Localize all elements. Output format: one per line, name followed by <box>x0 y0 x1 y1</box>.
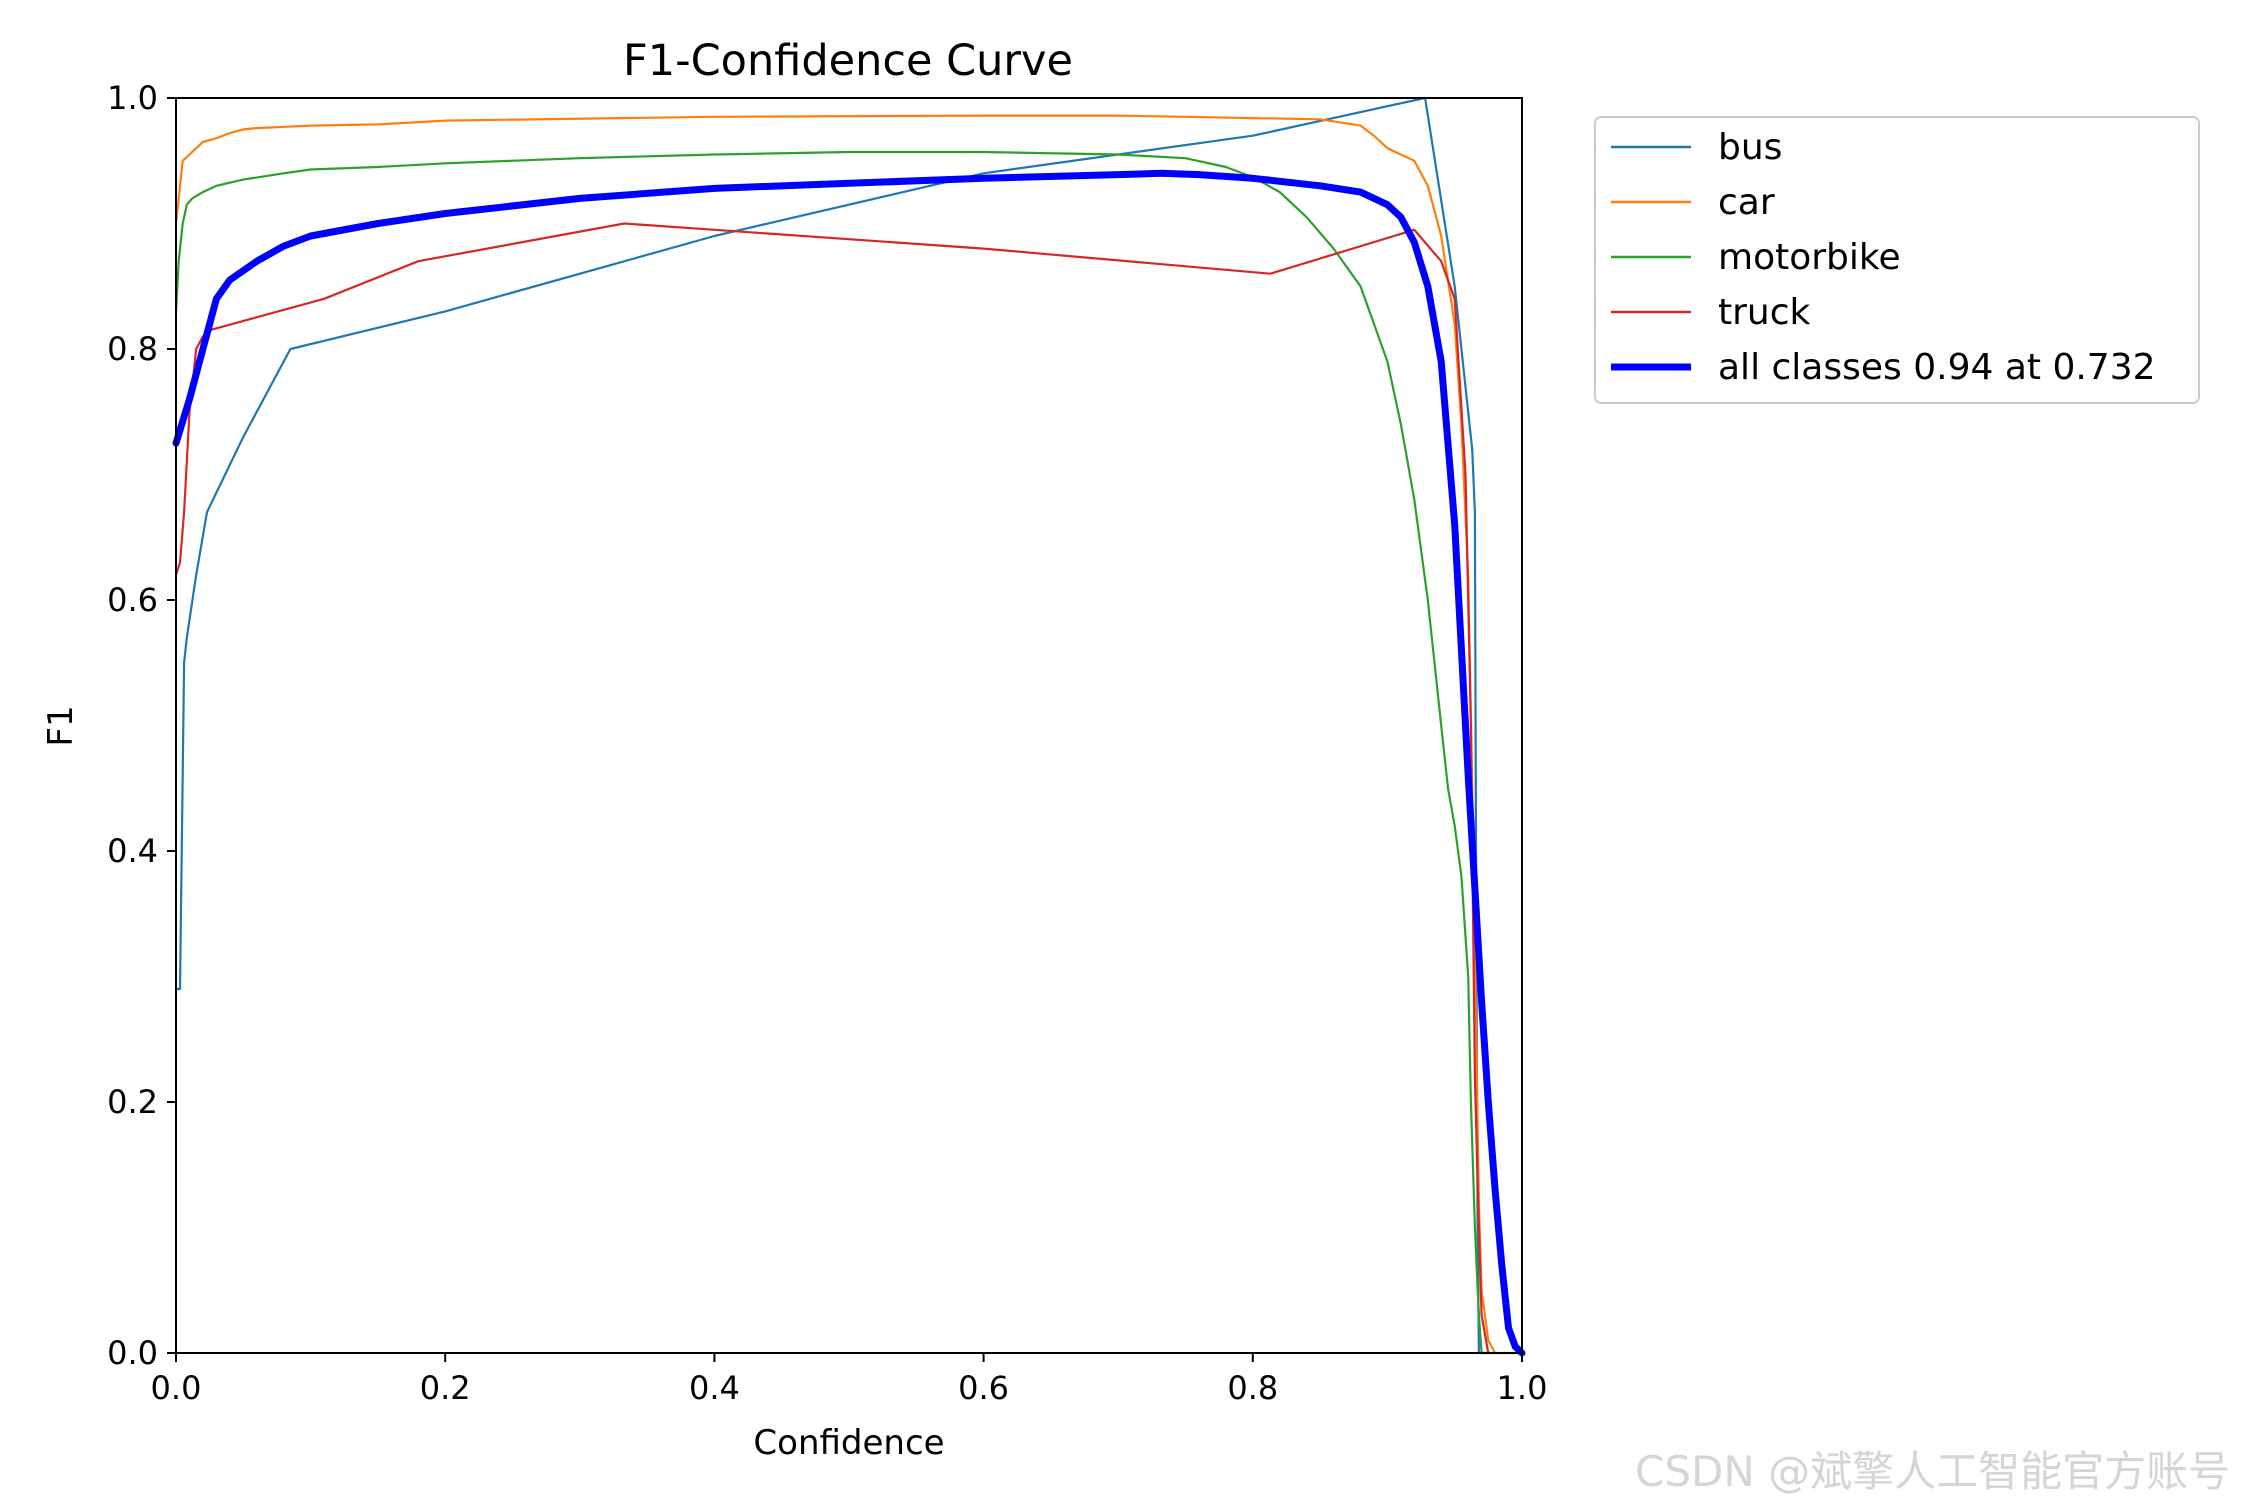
x-tick-label: 0.4 <box>689 1369 740 1407</box>
legend-label-truck: truck <box>1718 292 1811 333</box>
y-tick-label: 0.0 <box>107 1334 158 1372</box>
watermark-text: CSDN @斌擎人工智能官方账号 <box>1635 1447 2231 1496</box>
x-tick-label: 0.0 <box>151 1369 202 1407</box>
legend-label-car: car <box>1718 182 1775 223</box>
plot-lines <box>172 96 1526 1357</box>
x-tick-label: 1.0 <box>1497 1369 1548 1407</box>
legend-label-motorbike: motorbike <box>1718 237 1901 278</box>
plot-frame <box>175 97 1523 1354</box>
y-tick-label: 0.4 <box>107 832 158 870</box>
series-line-motorbike <box>174 150 1490 1355</box>
x-axis-ticks: 0.0 0.2 0.4 0.6 0.8 1.0 <box>151 1353 1548 1407</box>
y-axis-label: F1 <box>41 705 81 746</box>
series-line-bus <box>174 96 1497 1355</box>
y-axis-ticks: 0.0 0.2 0.4 0.6 0.8 1.0 <box>107 79 176 1372</box>
y-tick-label: 0.2 <box>107 1083 158 1121</box>
x-tick-label: 0.8 <box>1227 1369 1278 1407</box>
x-tick-label: 0.2 <box>420 1369 471 1407</box>
legend-box <box>1594 116 2200 404</box>
series-line-all-classes <box>172 169 1526 1357</box>
y-tick-label: 0.6 <box>107 581 158 619</box>
legend-label-all-classes: all classes 0.94 at 0.732 <box>1718 347 2156 388</box>
series-line-truck <box>174 222 1490 1355</box>
x-tick-label: 0.6 <box>958 1369 1009 1407</box>
y-tick-label: 1.0 <box>107 79 158 117</box>
series-line-car <box>174 114 1524 1355</box>
x-axis-label: Confidence <box>753 1423 944 1463</box>
legend: bus car motorbike truck all classes 0.94 at … <box>1594 116 2200 404</box>
y-tick-label: 0.8 <box>107 330 158 368</box>
chart-title: F1-Confidence Curve <box>623 36 1073 86</box>
legend-label-bus: bus <box>1718 127 1782 168</box>
